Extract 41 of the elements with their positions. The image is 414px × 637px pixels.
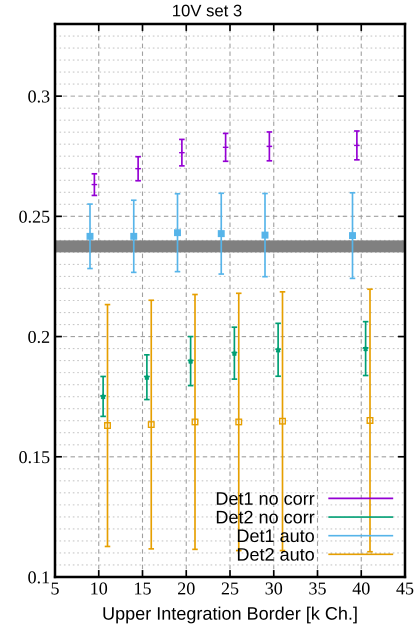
point <box>349 232 356 240</box>
y-tick-label: 0.25 <box>19 210 50 223</box>
point <box>366 417 374 424</box>
point <box>100 392 106 400</box>
y-tick-label: 0.3 <box>28 90 50 103</box>
x-axis-title: Upper Integration Border [k Ch.] <box>103 606 357 624</box>
x-tick-label: 40 <box>352 582 370 595</box>
y-tick-label: 0.1 <box>28 571 50 584</box>
point <box>104 422 111 429</box>
point <box>178 149 186 156</box>
x-tick-label: 25 <box>222 582 238 595</box>
point <box>222 144 230 151</box>
x-tick-label: 35 <box>309 582 326 595</box>
chart-title: 10V set 3 <box>173 4 242 16</box>
y-tick-label: 0.2 <box>28 330 50 344</box>
point <box>218 230 225 238</box>
point <box>134 165 142 172</box>
x-tick-label: 30 <box>266 582 282 595</box>
x-tick-label: 15 <box>135 582 151 595</box>
point <box>148 421 155 428</box>
point <box>262 232 268 239</box>
point <box>279 418 286 425</box>
point <box>362 345 369 352</box>
x-tick-label: 10 <box>91 582 108 595</box>
point <box>86 232 94 240</box>
point <box>130 232 138 240</box>
legend-label: Det2 auto <box>238 548 314 561</box>
x-tick-label: 5 <box>52 582 59 595</box>
point <box>231 350 238 356</box>
y-tick-label: 0.15 <box>19 451 50 464</box>
point <box>353 142 360 149</box>
point <box>235 418 242 426</box>
point <box>266 142 273 150</box>
point <box>192 418 198 426</box>
point <box>174 229 181 236</box>
point <box>90 181 98 188</box>
x-tick-label: 20 <box>178 582 195 595</box>
point <box>187 358 194 364</box>
point <box>274 346 282 353</box>
x-tick-label: 45 <box>396 582 414 595</box>
point <box>144 374 150 380</box>
